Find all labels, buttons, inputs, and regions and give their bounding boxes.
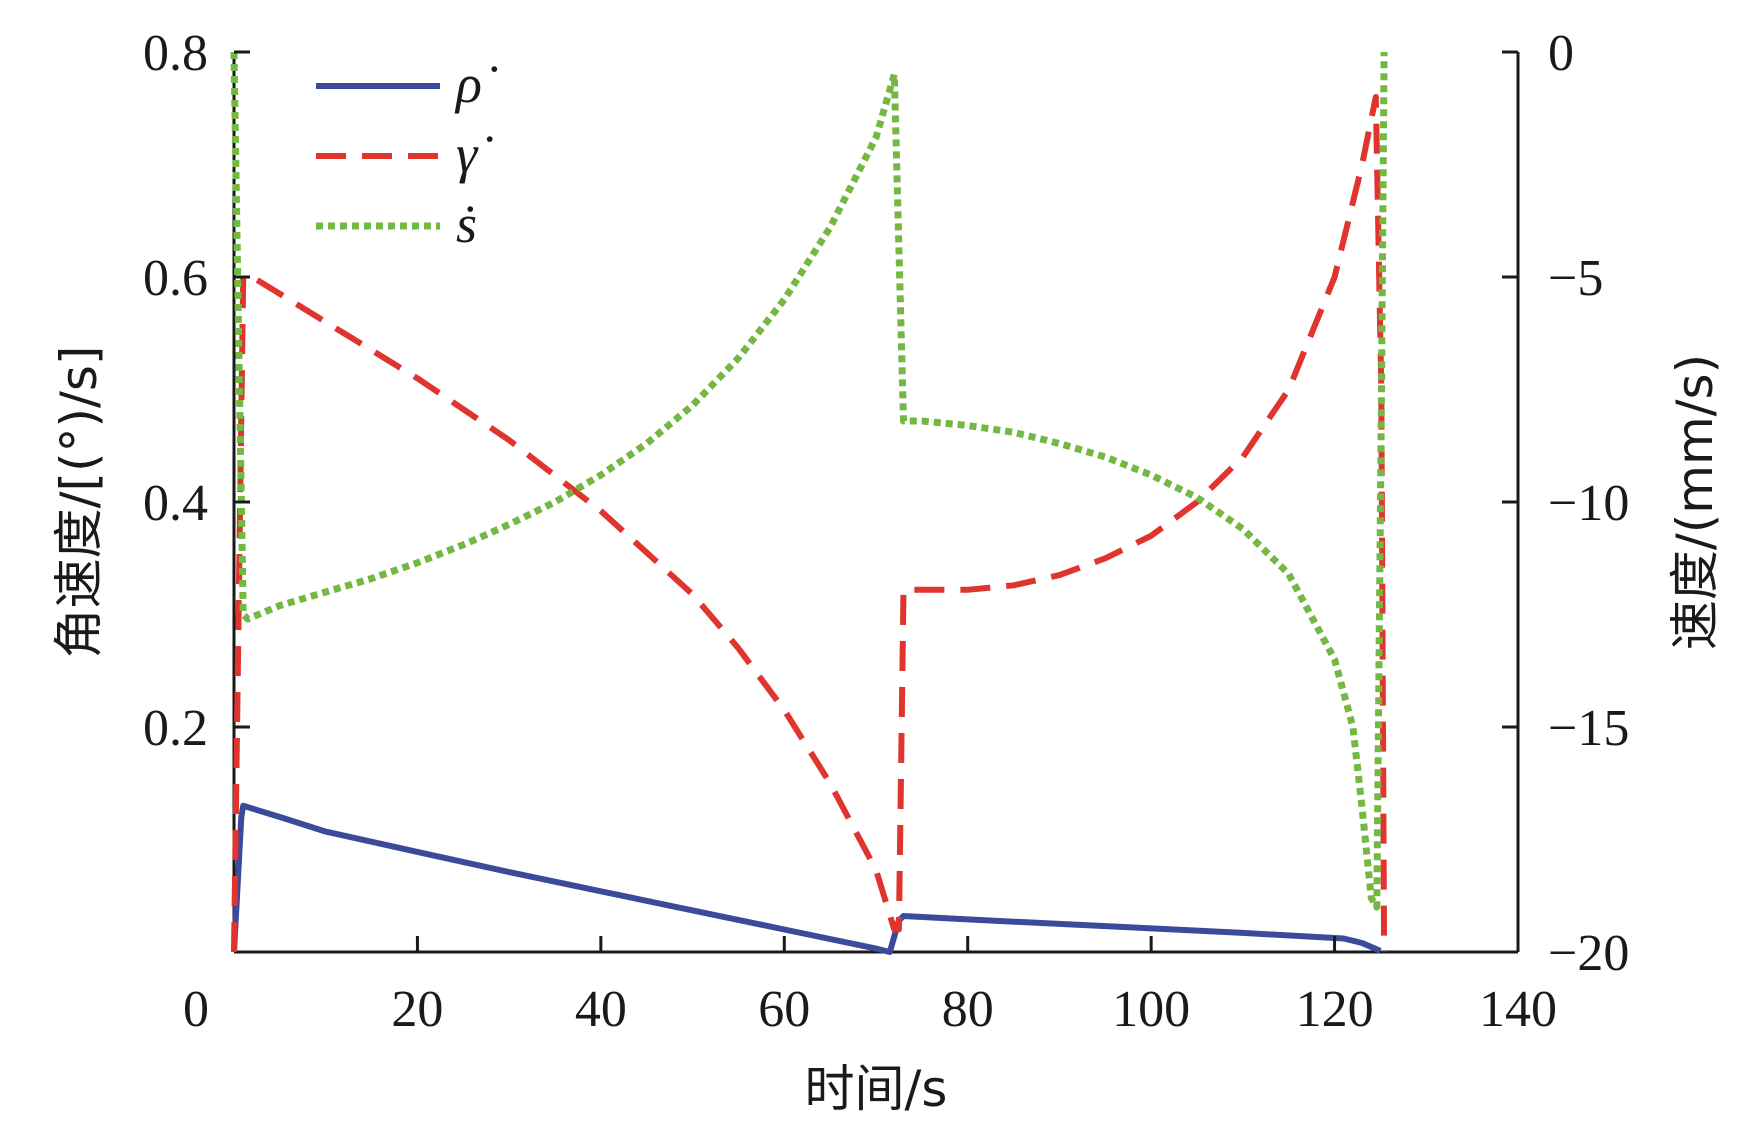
x-tick-label-7: 140: [1479, 981, 1557, 1038]
series-line-1: [231, 94, 1388, 953]
y-left-tick-label-0: 0.2: [143, 700, 208, 757]
y-left-tick-label-2: 0.6: [143, 250, 208, 307]
legend-label-rho-dot: ρ̇: [454, 54, 498, 114]
y-axis-title-left: 角速度/[(°)/s]: [50, 346, 108, 659]
y-left-tick-label-3: 0.8: [143, 25, 208, 82]
x-tick-label-4: 80: [942, 981, 994, 1038]
legend-label-s-dot: ṡ: [456, 194, 477, 254]
series-layer: [230, 51, 1388, 955]
y-axis-title-right: 速度/(mm/s): [1666, 354, 1724, 650]
tick-layer: 0 20 40 60 80 100 120 140 0.2 0.4 0.6 0.8 0 −5 −10 −15 −…: [143, 25, 1629, 1038]
y-right-tick-label-2: −10: [1548, 475, 1629, 532]
x-axis-title: 时间/s: [805, 1060, 948, 1118]
legend-label-gamma-dot: γ̇: [456, 124, 493, 184]
legend: ρ̇ γ̇ ṡ: [316, 54, 498, 254]
x-tick-label-5: 100: [1112, 981, 1190, 1038]
y-right-tick-label-3: −15: [1548, 700, 1629, 757]
x-tick-label-1: 20: [391, 981, 443, 1038]
x-tick-label-2: 40: [575, 981, 627, 1038]
x-tick-label-3: 60: [758, 981, 810, 1038]
x-tick-label-6: 120: [1296, 981, 1374, 1038]
y-right-tick-label-1: −5: [1548, 250, 1603, 307]
series-line-0: [231, 802, 1382, 955]
x-tick-label-0: 0: [183, 981, 209, 1038]
y-right-tick-label-0: 0: [1548, 25, 1574, 82]
y-right-tick-label-4: −20: [1548, 925, 1629, 982]
y-left-tick-label-1: 0.4: [143, 475, 208, 532]
series-line-2: [230, 51, 1388, 911]
